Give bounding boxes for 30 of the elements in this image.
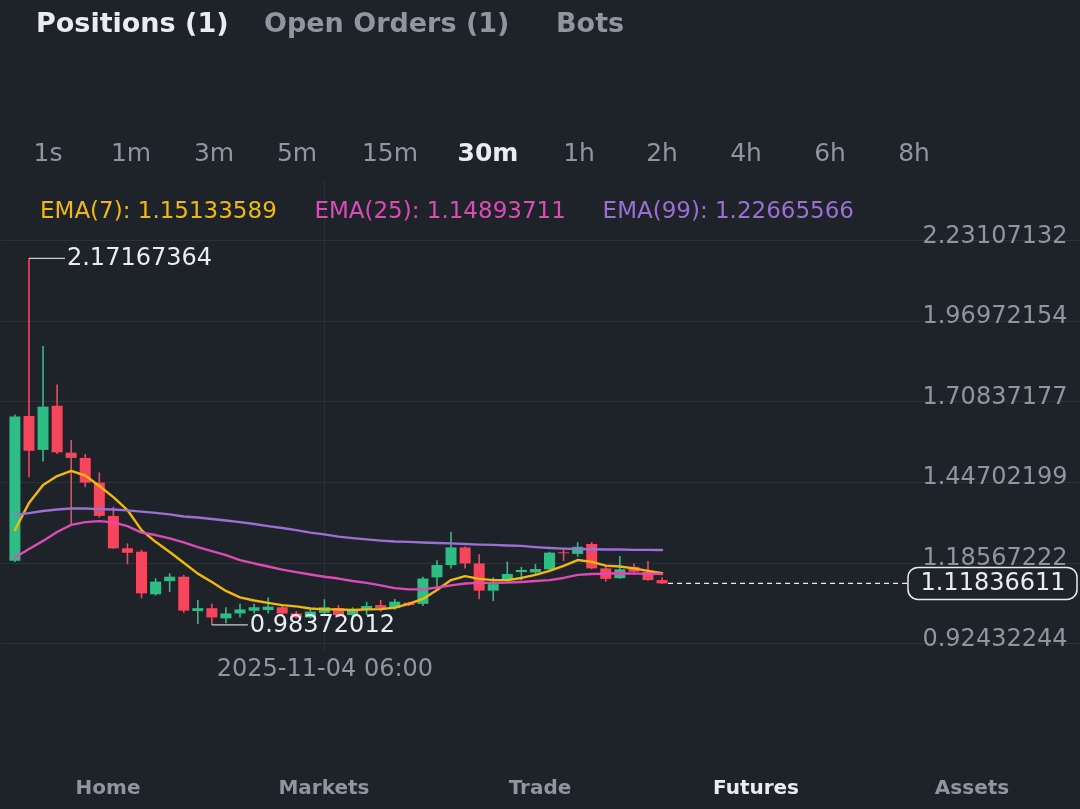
text: Futures	[712, 775, 800, 799]
text: 2h	[646, 138, 678, 167]
text: 1s	[33, 138, 63, 167]
text: Assets	[934, 775, 1010, 799]
x-tick-label: 2025-11-04 06:00	[216, 653, 434, 682]
text: EMA(99): 1.22665566	[602, 197, 855, 223]
text: 8h	[898, 138, 930, 167]
text: EMA(7): 1.15133589	[40, 197, 277, 223]
annotation: 2.17167364	[66, 243, 213, 272]
text: 1m	[110, 138, 152, 167]
text: 5m	[276, 138, 318, 167]
text: Home	[75, 775, 141, 799]
text: Trade	[508, 775, 572, 799]
y-tick-label: 1.70837177	[922, 381, 1068, 410]
text: 15m	[361, 138, 419, 167]
y-tick-label: 2.23107132	[922, 220, 1068, 249]
text: Open Orders (1)	[264, 7, 510, 38]
text: 4h	[730, 138, 762, 167]
y-tick-label: 1.96972154	[922, 301, 1068, 330]
text: 3m	[193, 138, 235, 167]
text: 30m	[457, 138, 519, 167]
text: Bots	[556, 7, 625, 38]
text: 6h	[814, 138, 846, 167]
y-tick-label: 0.92432244	[922, 623, 1068, 652]
annotation: 0.98372012	[249, 609, 395, 638]
y-tick-label: 1.44702199	[922, 462, 1068, 491]
text: 1h	[563, 138, 595, 167]
text: EMA(25): 1.14893711	[314, 197, 566, 223]
text: Markets	[278, 775, 370, 799]
text: Positions (1)	[36, 7, 229, 38]
